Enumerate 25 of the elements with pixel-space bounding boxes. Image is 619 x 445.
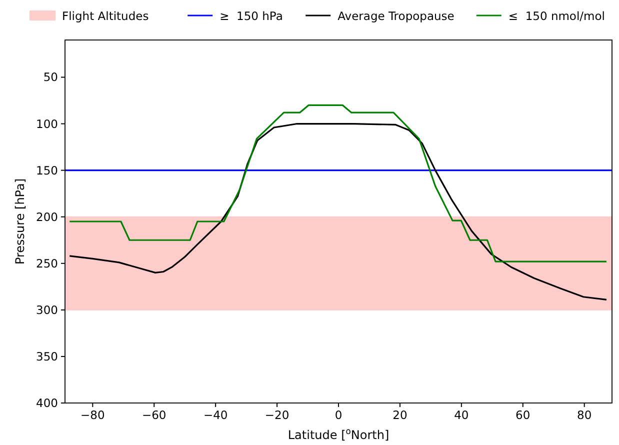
- y-tick-label: 150: [36, 163, 58, 178]
- x-tick-label: 0: [334, 408, 342, 422]
- y-tick-label: 100: [36, 116, 58, 131]
- y-tick-label: 350: [36, 349, 58, 364]
- x-tick-label: 20: [392, 408, 408, 422]
- y-tick-label: 400: [36, 396, 58, 410]
- x-tick-label: 40: [454, 408, 469, 422]
- x-tick-label: 80: [577, 408, 592, 422]
- y-axis-title: Pressure [hPa]: [13, 178, 27, 265]
- x-tick-label: −20: [264, 408, 290, 422]
- line-series: [68, 104, 608, 262]
- x-tick-label: −80: [80, 408, 105, 422]
- y-tick-label: 300: [36, 302, 58, 317]
- x-axis-title: Latitude [$^{o}$North]: [288, 426, 390, 442]
- legend-label: Average Tropopause: [338, 9, 454, 23]
- line-series: [68, 122, 608, 300]
- legend-label: ≤ 150 nmol/mol: [508, 9, 605, 23]
- x-tick-label: −40: [203, 408, 228, 422]
- y-tick-label: 200: [36, 210, 58, 224]
- legend-label: ≥ 150 hPa: [220, 9, 283, 23]
- y-tick-label: 50: [43, 70, 58, 84]
- legend-label: Flight Altitudes: [62, 9, 149, 23]
- y-tick-label: 250: [36, 256, 58, 270]
- x-tick-label: 60: [516, 408, 530, 422]
- x-tick-label: −60: [142, 408, 166, 422]
